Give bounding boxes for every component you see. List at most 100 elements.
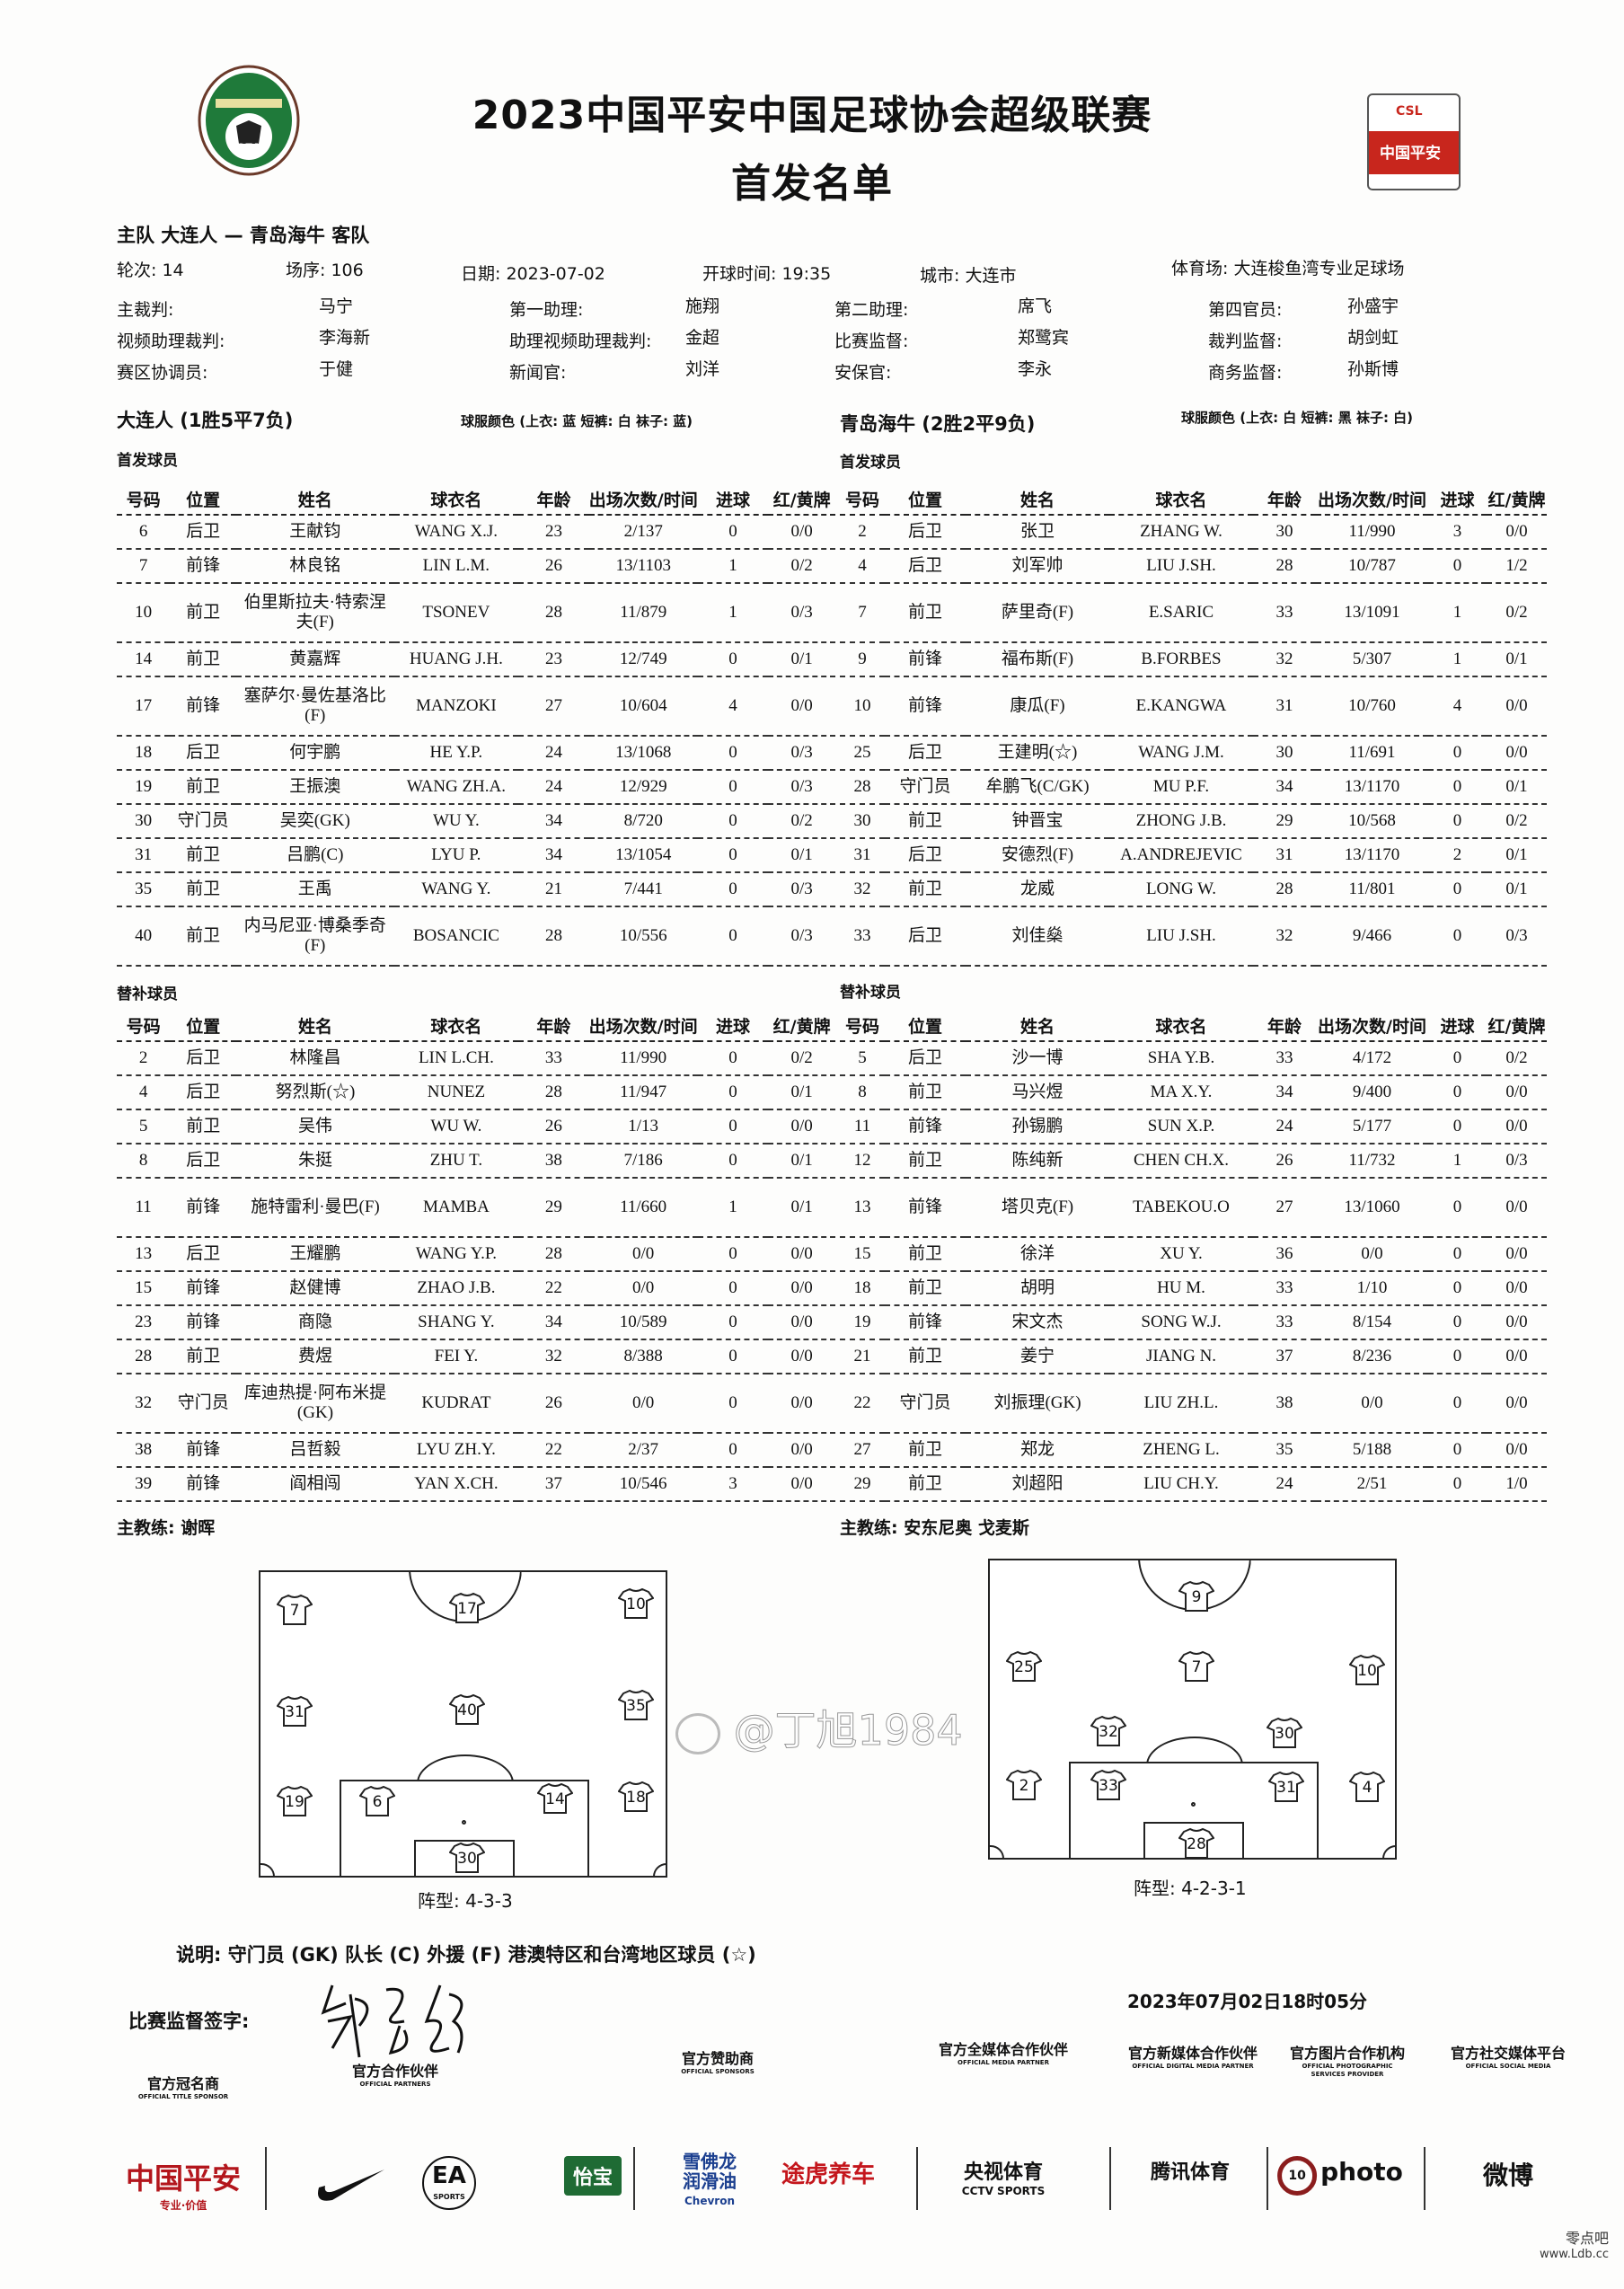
player-position: 前卫 xyxy=(885,1271,966,1306)
column-header: 球衣名 xyxy=(1109,1010,1253,1042)
player-name: 王献钧 xyxy=(236,515,394,550)
player-position: 守门员 xyxy=(885,1374,966,1434)
player-number: 31 xyxy=(117,838,171,873)
player-cards: 0/0 xyxy=(1487,1237,1547,1272)
player-age: 28 xyxy=(517,1237,589,1272)
player-position: 前卫 xyxy=(885,804,966,839)
sponsor-category: 官方全媒体合作伙伴 xyxy=(938,2041,1069,2058)
official-label: 第一助理: xyxy=(509,300,584,320)
sponsor-logo: 中国平安 专业·价值 xyxy=(126,2156,241,2213)
player-row: 5 前卫 吴伟 WU W. 26 1/13 0 0/0 xyxy=(117,1109,835,1144)
player-name: 商隐 xyxy=(236,1305,394,1340)
sponsor-category-en: OFFICIAL MEDIA PARTNER xyxy=(958,2059,1049,2066)
player-position: 后卫 xyxy=(885,549,966,584)
player-cards: 0/3 xyxy=(1487,1144,1547,1179)
player-appearances: 12/929 xyxy=(588,770,698,805)
player-appearances: 0/0 xyxy=(1316,1374,1428,1434)
csl-logo-mark: CSL xyxy=(1396,104,1423,119)
player-goals: 1 xyxy=(697,549,769,584)
player-age: 27 xyxy=(1253,1178,1316,1238)
player-appearances: 5/307 xyxy=(1316,642,1428,677)
home-formation-pitch: 7 17 10 31 40 35 19 6 14 18 30 xyxy=(259,1570,667,1878)
player-shirt-name: BOSANCIC xyxy=(393,906,519,967)
corner-arc xyxy=(260,1863,275,1878)
player-name: 牟鹏飞(C/GK) xyxy=(966,770,1109,805)
player-shirt-name: E.SARIC xyxy=(1109,583,1253,643)
player-appearances: 10/787 xyxy=(1316,549,1428,584)
player-number: 17 xyxy=(117,676,171,737)
player-position: 前卫 xyxy=(170,770,237,805)
player-number: 5 xyxy=(117,1109,171,1144)
sponsor-logo: 腾讯体育 xyxy=(1151,2156,1230,2185)
player-shirt-name: ZHENG L. xyxy=(1109,1433,1253,1468)
penalty-spot xyxy=(1190,1802,1196,1807)
sponsor-divider xyxy=(265,2147,267,2210)
player-shirt-name: LONG W. xyxy=(1109,872,1253,907)
column-header: 年龄 xyxy=(517,1010,589,1042)
sponsor-logo-text: photo xyxy=(1320,2156,1403,2187)
player-cards: 0/3 xyxy=(768,583,835,643)
shirt-number: 35 xyxy=(626,1697,646,1715)
player-age: 32 xyxy=(517,1339,589,1374)
player-shirt-name: YAN X.CH. xyxy=(393,1467,518,1502)
sponsor-category-en: OFFICIAL PARTNERS xyxy=(359,2081,431,2088)
player-shirt-name: HUANG J.H. xyxy=(393,642,519,677)
player-appearances: 11/990 xyxy=(588,1041,698,1076)
shirt-number: 9 xyxy=(1191,1588,1202,1606)
player-number: 8 xyxy=(840,1075,885,1110)
player-position: 后卫 xyxy=(885,736,966,771)
player-goals: 0 xyxy=(697,1041,769,1076)
player-name: 安德烈(F) xyxy=(966,838,1109,873)
player-shirt-name: SHANG Y. xyxy=(393,1305,518,1340)
player-row: 10 前锋 康瓜(F) E.KANGWA 31 10/760 4 0/0 xyxy=(840,676,1547,737)
official-label: 主裁判: xyxy=(117,300,174,320)
player-appearances: 10/568 xyxy=(1316,804,1428,839)
player-row: 31 后卫 安德烈(F) A.ANDREJEVIC 31 13/1170 2 0/1 xyxy=(840,838,1547,873)
player-cards: 1/2 xyxy=(1487,549,1547,584)
player-number: 28 xyxy=(840,770,885,805)
player-cards: 0/2 xyxy=(768,804,835,839)
player-cards: 0/0 xyxy=(768,1374,835,1434)
player-cards: 1/0 xyxy=(1487,1467,1547,1502)
nike-swoosh-icon xyxy=(318,2170,384,2201)
player-position: 前卫 xyxy=(170,872,237,907)
player-shirt-name: ZHANG W. xyxy=(1109,515,1253,550)
player-appearances: 13/1091 xyxy=(1316,583,1428,643)
player-shirt-name: JIANG N. xyxy=(1109,1339,1253,1374)
away-team-record: 青岛海牛 (2胜2平9负) xyxy=(840,413,1036,435)
player-shirt-name: TABEKOU.O xyxy=(1109,1178,1253,1238)
away-formation-label: 阵型: 4-2-3-1 xyxy=(1134,1878,1247,1899)
player-position: 前卫 xyxy=(885,1237,966,1272)
player-goals: 0 xyxy=(697,1374,769,1434)
player-row: 8 后卫 朱挺 ZHU T. 38 7/186 0 0/1 xyxy=(117,1144,835,1179)
away-coach: 主教练: 安东尼奥 戈麦斯 xyxy=(840,1518,1029,1538)
official-label: 第二助理: xyxy=(834,300,909,320)
player-name: 康瓜(F) xyxy=(966,676,1109,737)
away-subs-table: 号码 位置 姓名 球衣名 年龄 出场次数/时间 进球 红/黄牌 5 后卫 沙一博 SHA Y.B. 33… xyxy=(840,1010,1547,1502)
player-number: 10 xyxy=(840,676,885,737)
player-number: 15 xyxy=(840,1237,885,1272)
player-cards: 0/0 xyxy=(768,1109,835,1144)
player-goals: 0 xyxy=(1428,1374,1487,1434)
player-age: 32 xyxy=(1253,642,1316,677)
player-appearances: 13/1060 xyxy=(1316,1178,1428,1238)
official-label: 助理视频助理裁判: xyxy=(509,331,652,351)
player-number: 30 xyxy=(840,804,885,839)
player-goals: 1 xyxy=(1428,642,1487,677)
player-name: 龙威 xyxy=(966,872,1109,907)
player-goals: 0 xyxy=(697,642,769,677)
column-header: 姓名 xyxy=(966,1010,1109,1042)
sponsor-category: 官方社交媒体平台 xyxy=(1450,2045,1567,2062)
player-age: 34 xyxy=(518,838,589,873)
player-appearances: 5/188 xyxy=(1316,1433,1428,1468)
player-position: 前锋 xyxy=(170,676,237,737)
player-number: 29 xyxy=(840,1467,885,1502)
player-cards: 0/1 xyxy=(768,1075,835,1110)
player-position: 前锋 xyxy=(885,1109,966,1144)
player-appearances: 4/172 xyxy=(1316,1041,1428,1076)
player-goals: 0 xyxy=(1428,549,1487,584)
player-cards: 0/2 xyxy=(1487,583,1547,643)
column-header: 球衣名 xyxy=(393,483,519,516)
player-goals: 0 xyxy=(697,770,769,805)
official-label: 新闻官: xyxy=(509,363,567,383)
